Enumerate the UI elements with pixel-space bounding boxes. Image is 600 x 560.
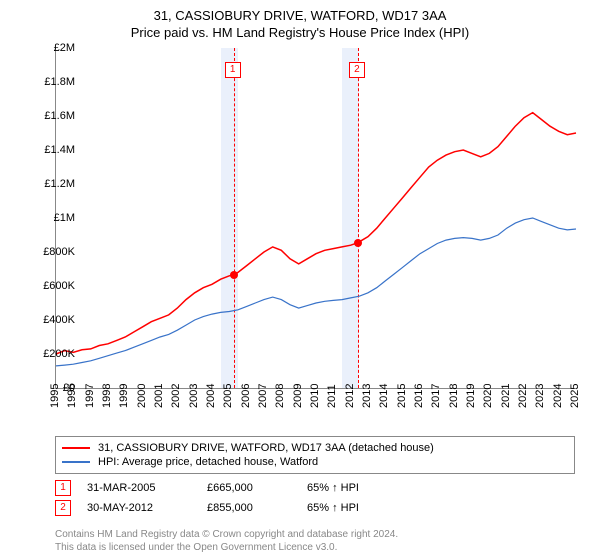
x-tick-label: 2007 [257, 384, 269, 408]
sale-row: 2 30-MAY-2012£855,00065% ↑ HPI [55, 500, 407, 516]
x-tick-label: 2014 [378, 384, 390, 408]
chart-title: 31, CASSIOBURY DRIVE, WATFORD, WD17 3AA [0, 0, 600, 23]
sale-marker-box: 1 [55, 480, 71, 496]
sale-dot [354, 239, 362, 247]
legend-swatch [62, 447, 90, 449]
x-tick-label: 2006 [240, 384, 252, 408]
chart-subtitle: Price paid vs. HM Land Registry's House … [0, 23, 600, 40]
sale-date: 31-MAR-2005 [87, 482, 207, 494]
y-tick-label: £1.8M [30, 76, 75, 88]
y-tick-label: £800K [30, 246, 75, 258]
y-tick-label: £1M [30, 212, 75, 224]
x-tick-label: 1995 [49, 384, 61, 408]
y-tick-label: £1.6M [30, 110, 75, 122]
x-tick-label: 2011 [326, 384, 338, 408]
series-line [56, 113, 576, 354]
sale-pct: 65% ↑ HPI [307, 482, 407, 494]
event-marker-2: 2 [349, 62, 365, 78]
chart-container: 31, CASSIOBURY DRIVE, WATFORD, WD17 3AA … [0, 0, 600, 560]
footer-text: Contains HM Land Registry data © Crown c… [55, 528, 575, 554]
y-tick-label: £1.2M [30, 178, 75, 190]
sale-price: £665,000 [207, 482, 307, 494]
x-tick-label: 2016 [413, 384, 425, 408]
series-line [56, 218, 576, 366]
line-layer [56, 48, 576, 388]
x-tick-label: 2009 [292, 384, 304, 408]
x-tick-label: 2019 [465, 384, 477, 408]
sale-dot [230, 271, 238, 279]
y-tick-label: £1.4M [30, 144, 75, 156]
legend-label: HPI: Average price, detached house, Watf… [98, 456, 318, 468]
sale-marker-box: 2 [55, 500, 71, 516]
x-tick-label: 2018 [448, 384, 460, 408]
x-tick-label: 2010 [309, 384, 321, 408]
legend-swatch [62, 461, 90, 463]
x-tick-label: 2017 [430, 384, 442, 408]
sale-price: £855,000 [207, 502, 307, 514]
x-tick-label: 2000 [136, 384, 148, 408]
x-tick-label: 2022 [517, 384, 529, 408]
x-tick-label: 2003 [188, 384, 200, 408]
sale-row: 1 31-MAR-2005£665,00065% ↑ HPI [55, 480, 407, 496]
y-tick-label: £2M [30, 42, 75, 54]
footer-line-2: This data is licensed under the Open Gov… [55, 541, 575, 554]
x-tick-label: 1996 [66, 384, 78, 408]
x-tick-label: 2023 [534, 384, 546, 408]
x-tick-label: 1997 [84, 384, 96, 408]
x-tick-label: 2024 [552, 384, 564, 408]
legend-item: HPI: Average price, detached house, Watf… [62, 455, 568, 469]
x-tick-label: 2020 [482, 384, 494, 408]
x-tick-label: 2012 [344, 384, 356, 408]
legend: 31, CASSIOBURY DRIVE, WATFORD, WD17 3AA … [55, 436, 575, 474]
x-tick-label: 2002 [170, 384, 182, 408]
x-tick-label: 2008 [274, 384, 286, 408]
y-tick-label: £600K [30, 280, 75, 292]
footer-line-1: Contains HM Land Registry data © Crown c… [55, 528, 575, 541]
x-tick-label: 2001 [153, 384, 165, 408]
x-tick-label: 2013 [361, 384, 373, 408]
y-tick-label: £400K [30, 314, 75, 326]
x-tick-label: 2021 [500, 384, 512, 408]
legend-item: 31, CASSIOBURY DRIVE, WATFORD, WD17 3AA … [62, 441, 568, 455]
x-tick-label: 2005 [222, 384, 234, 408]
legend-label: 31, CASSIOBURY DRIVE, WATFORD, WD17 3AA … [98, 442, 434, 454]
x-tick-label: 1998 [101, 384, 113, 408]
x-tick-label: 1999 [118, 384, 130, 408]
x-tick-label: 2015 [396, 384, 408, 408]
x-tick-label: 2004 [205, 384, 217, 408]
plot-area [55, 48, 576, 389]
sale-pct: 65% ↑ HPI [307, 502, 407, 514]
event-marker-1: 1 [225, 62, 241, 78]
sale-date: 30-MAY-2012 [87, 502, 207, 514]
y-tick-label: £200K [30, 348, 75, 360]
x-tick-label: 2025 [569, 384, 581, 408]
